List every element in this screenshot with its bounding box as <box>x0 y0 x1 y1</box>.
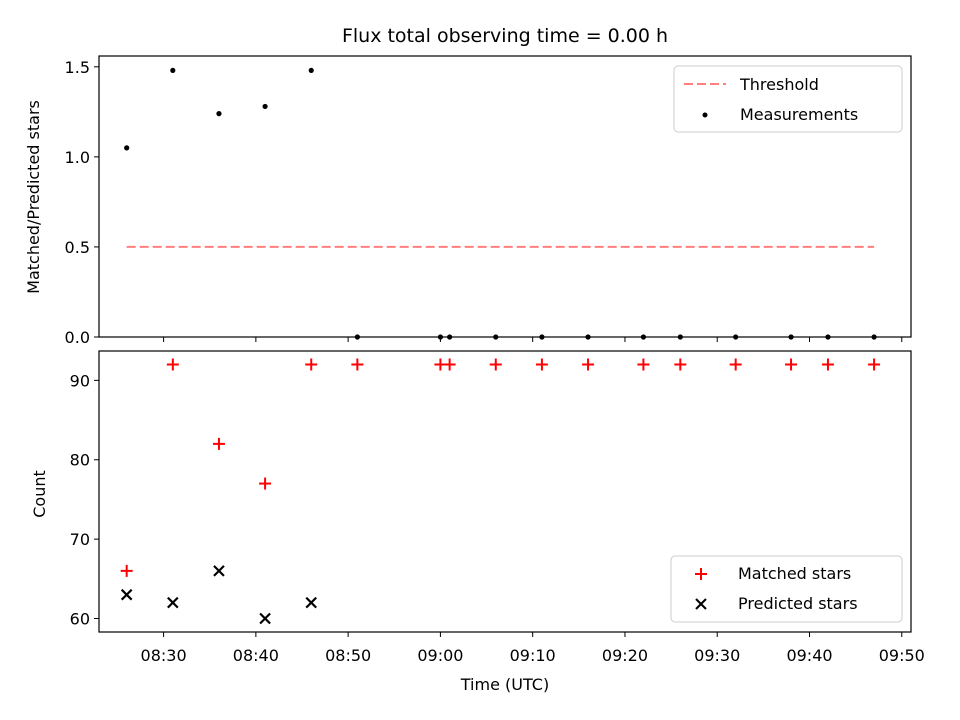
matched-stars-point <box>443 358 456 371</box>
matched-stars-point <box>868 358 881 371</box>
predicted-stars-point <box>213 565 225 577</box>
x-tick-label: 09:10 <box>510 646 556 665</box>
count-points <box>120 358 881 625</box>
count-y-tick-label: 90 <box>70 371 90 390</box>
predicted-legend-label: Predicted stars <box>738 594 858 613</box>
count-legend: Matched stars Predicted stars <box>670 555 903 623</box>
measurement-point <box>308 67 314 74</box>
x-tick-label: 08:50 <box>325 646 371 665</box>
count-y-tick-label: 60 <box>70 610 90 629</box>
ratio-y-axis-label: Matched/Predicted stars <box>24 100 43 294</box>
ratio-y-tick-label: 0.0 <box>65 328 90 347</box>
ratio-y-tick-label: 0.5 <box>65 238 90 257</box>
ratio-legend-box <box>673 65 903 133</box>
matched-legend-label: Matched stars <box>738 564 851 583</box>
x-tick-label: 09:30 <box>694 646 740 665</box>
predicted-stars-point <box>305 596 318 609</box>
matched-stars-point <box>120 564 133 577</box>
x-tick-label: 09:50 <box>879 646 925 665</box>
measurements-legend-label: Measurements <box>740 105 858 124</box>
matched-stars-point <box>637 358 650 371</box>
measurements-legend-marker <box>702 112 708 118</box>
matched-stars-point <box>351 358 364 371</box>
predicted-legend-marker <box>695 598 707 610</box>
predicted-stars-point <box>167 596 179 609</box>
ratio-y-tick-label: 1.0 <box>65 148 90 167</box>
x-axis-label: Time (UTC) <box>460 675 549 694</box>
matched-stars-point <box>305 358 318 371</box>
measurement-point <box>262 103 268 110</box>
measurement-point <box>216 111 222 117</box>
ratio-y-tick-label: 1.5 <box>65 58 90 77</box>
x-tick-label: 09:40 <box>786 646 832 665</box>
matched-stars-point <box>259 477 272 490</box>
x-tick-label: 08:30 <box>141 646 187 665</box>
ratio-x-axis-ticks <box>163 337 903 342</box>
matched-stars-point <box>489 358 502 371</box>
matched-legend-marker <box>695 568 707 580</box>
ratio-legend: Threshold Measurements <box>673 65 903 133</box>
matched-stars-point <box>212 437 225 450</box>
predicted-stars-point <box>120 588 133 601</box>
count-plot-frame <box>98 350 912 633</box>
count-x-axis-ticks: 08:30 08:40 08:50 09:00 09:10 09:20 09:30 09:40… <box>141 632 925 665</box>
matched-stars-point <box>166 358 179 371</box>
ratio-y-axis-ticks: 0.0 0.5 1.0 1.5 <box>65 58 99 347</box>
ratio-panel: 0.0 0.5 1.0 1.5 Matched/Predicted stars Thr… <box>24 55 912 347</box>
ratio-plot-frame <box>98 55 912 338</box>
matched-stars-point <box>674 358 687 371</box>
count-legend-box <box>670 555 903 623</box>
count-y-axis-label: Count <box>30 470 49 518</box>
x-tick-label: 09:00 <box>417 646 463 665</box>
matched-stars-point <box>821 358 834 371</box>
count-y-tick-label: 70 <box>70 530 90 549</box>
x-tick-label: 09:20 <box>602 646 648 665</box>
measurement-point <box>170 67 176 74</box>
matched-stars-point <box>582 358 595 371</box>
x-tick-label: 08:40 <box>233 646 279 665</box>
measurement-point <box>124 145 130 151</box>
count-y-axis-ticks: 60 70 80 90 <box>70 371 99 629</box>
matched-stars-point <box>729 358 742 371</box>
matched-stars-point <box>535 358 548 371</box>
count-y-tick-label: 80 <box>70 451 90 470</box>
chart-title: Flux total observing time = 0.00 h <box>342 25 668 47</box>
matched-stars-point <box>785 358 798 371</box>
threshold-legend-label: Threshold <box>739 75 819 94</box>
predicted-stars-point <box>259 612 271 625</box>
